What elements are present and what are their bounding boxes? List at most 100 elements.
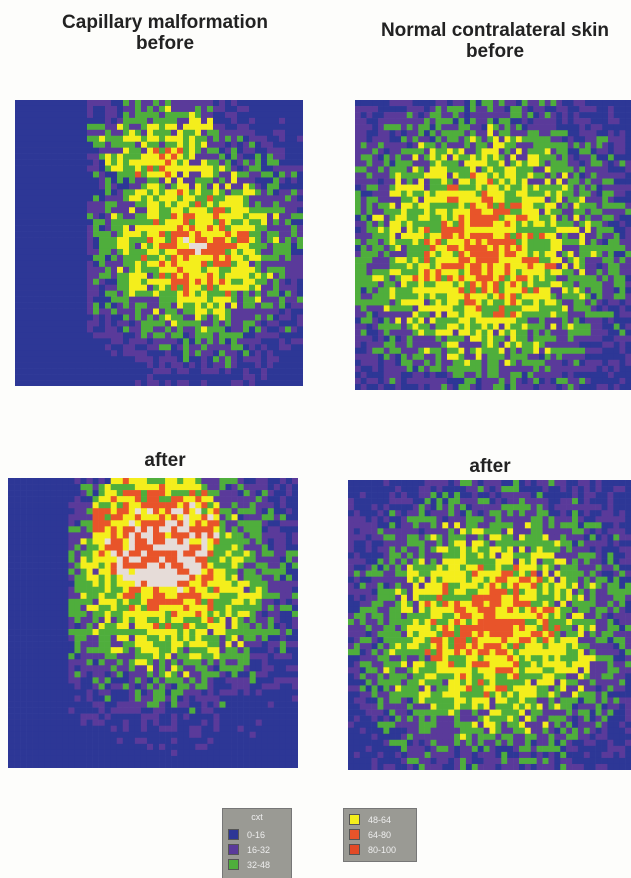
pixel <box>545 209 551 215</box>
pixel <box>620 203 626 209</box>
pixel <box>111 273 117 279</box>
pixel <box>69 183 75 189</box>
pixel <box>453 378 459 384</box>
pixel <box>117 380 123 386</box>
pixel <box>516 106 522 112</box>
pixel <box>493 227 499 233</box>
pixel <box>493 142 499 148</box>
pixel <box>499 269 505 275</box>
pixel <box>39 309 45 315</box>
pixel <box>413 106 419 112</box>
pixel <box>436 227 442 233</box>
pixel <box>87 338 93 344</box>
pixel <box>384 360 390 366</box>
pixel <box>45 154 51 160</box>
pixel <box>505 233 511 239</box>
pixel <box>556 360 562 366</box>
pixel <box>243 279 249 285</box>
pixel <box>141 201 147 207</box>
pixel <box>285 309 291 315</box>
pixel <box>367 185 373 191</box>
pixel <box>297 297 303 303</box>
pixel <box>45 356 51 362</box>
pixel <box>608 257 614 263</box>
pixel <box>39 291 45 297</box>
pixel <box>482 112 488 118</box>
pixel <box>50 581 56 587</box>
pixel <box>384 148 390 154</box>
pixel <box>464 318 470 324</box>
pixel <box>213 100 219 106</box>
pixel <box>189 309 195 315</box>
pixel <box>528 148 534 154</box>
pixel <box>551 281 557 287</box>
pixel <box>201 195 207 201</box>
pixel <box>447 342 453 348</box>
pixel <box>453 372 459 378</box>
pixel <box>147 106 153 112</box>
pixel <box>453 106 459 112</box>
pixel <box>207 297 213 303</box>
pixel <box>297 368 303 374</box>
pixel <box>249 106 255 112</box>
pixel <box>255 291 261 297</box>
pixel <box>620 227 626 233</box>
pixel <box>243 195 249 201</box>
pixel <box>493 197 499 203</box>
pixel <box>38 750 44 756</box>
pixel <box>261 249 267 255</box>
pixel <box>522 263 528 269</box>
pixel <box>201 112 207 118</box>
pixel <box>516 324 522 330</box>
pixel <box>418 142 424 148</box>
pixel <box>27 172 33 178</box>
pixel <box>510 160 516 166</box>
pixel <box>231 124 237 130</box>
pixel <box>75 225 81 231</box>
pixel <box>38 635 44 641</box>
pixel <box>153 201 159 207</box>
pixel <box>123 112 129 118</box>
pixel <box>189 356 195 362</box>
pixel <box>436 209 442 215</box>
pixel <box>556 263 562 269</box>
pixel <box>545 275 551 281</box>
pixel <box>464 354 470 360</box>
pixel <box>482 348 488 354</box>
pixel <box>219 207 225 213</box>
pixel <box>99 291 105 297</box>
pixel <box>45 142 51 148</box>
pixel <box>45 332 51 338</box>
pixel <box>57 118 63 124</box>
pixel <box>99 136 105 142</box>
pixel <box>436 342 442 348</box>
pixel <box>27 285 33 291</box>
pixel <box>267 207 273 213</box>
pixel <box>487 160 493 166</box>
pixel <box>499 354 505 360</box>
pixel <box>111 207 117 213</box>
pixel <box>355 173 361 179</box>
pixel <box>447 112 453 118</box>
pixel <box>459 221 465 227</box>
pixel <box>15 177 21 183</box>
pixel <box>384 197 390 203</box>
pixel <box>620 257 626 263</box>
pixel <box>545 269 551 275</box>
pixel <box>355 209 361 215</box>
pixel <box>367 360 373 366</box>
pixel <box>255 177 261 183</box>
pixel <box>267 285 273 291</box>
pixel <box>562 160 568 166</box>
pixel <box>533 160 539 166</box>
pixel <box>39 172 45 178</box>
pixel <box>195 249 201 255</box>
pixel <box>21 106 27 112</box>
pixel <box>413 148 419 154</box>
pixel <box>38 508 44 514</box>
pixel <box>213 356 219 362</box>
pixel <box>273 261 279 267</box>
pixel <box>574 221 580 227</box>
pixel <box>493 293 499 299</box>
pixel <box>597 318 603 324</box>
